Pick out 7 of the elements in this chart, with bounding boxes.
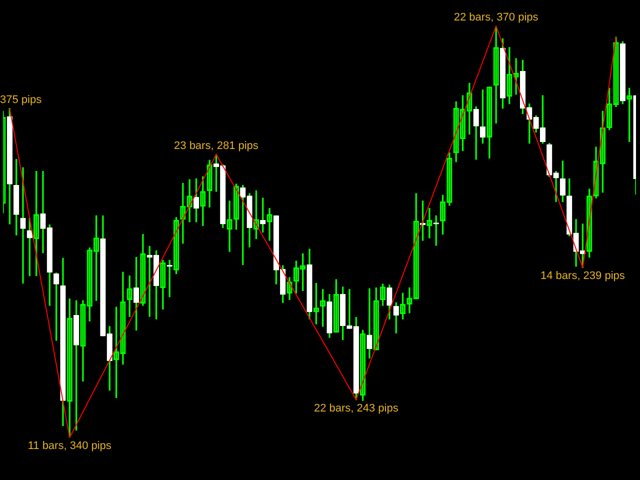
candlestick	[20, 167, 26, 284]
annotation: 14 bars, 239 pips	[540, 270, 626, 282]
annotation: 375 pips	[0, 94, 42, 106]
text: 11 bars, 340 pips	[28, 440, 112, 452]
text: 22 bars, 370 pips	[454, 12, 539, 24]
annotation: 22 bars, 243 pips	[314, 402, 399, 414]
annotation: 23 bars, 281 pips	[174, 140, 259, 152]
